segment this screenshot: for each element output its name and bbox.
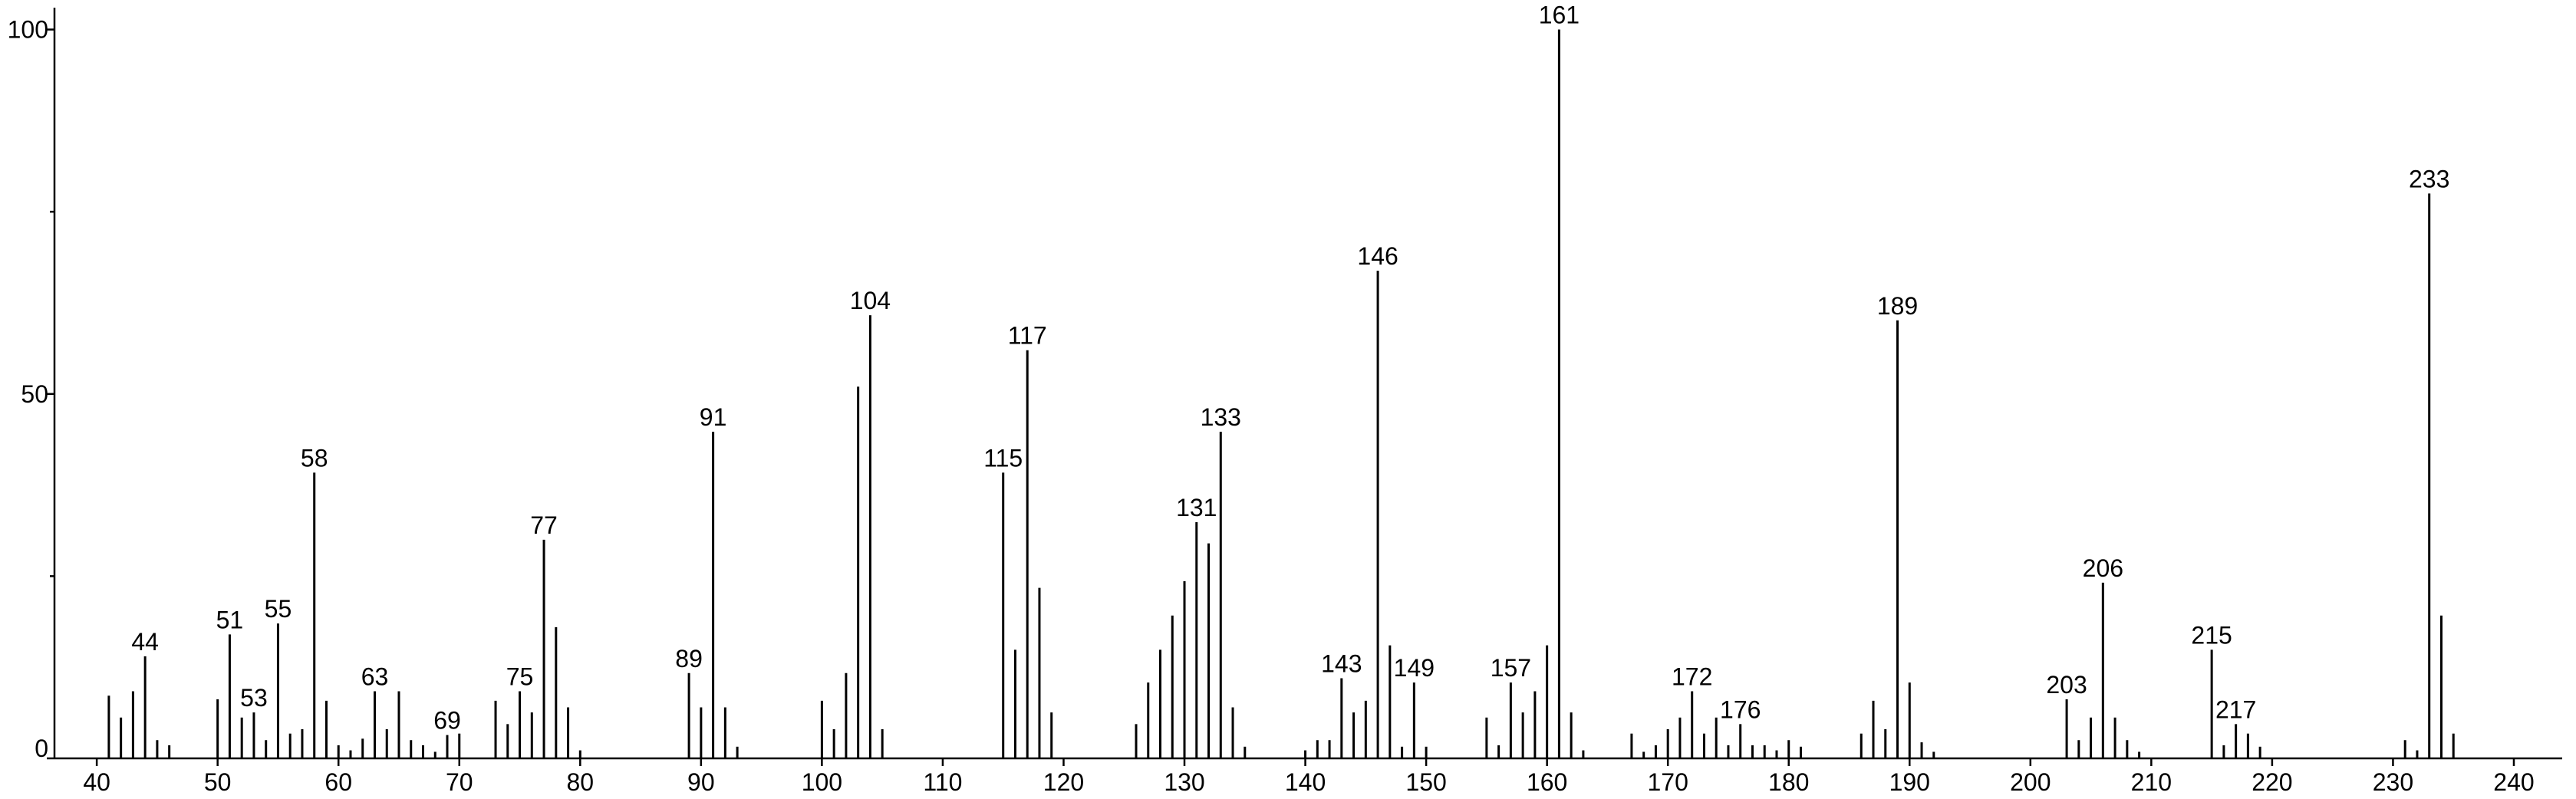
peak-label: 91 xyxy=(700,403,727,431)
x-tick-label: 180 xyxy=(1768,768,1809,796)
x-tick-label: 50 xyxy=(204,768,232,796)
peak-label: 203 xyxy=(2046,671,2087,699)
peak-label: 51 xyxy=(216,606,244,633)
peak-label: 69 xyxy=(433,707,461,735)
peak-label: 133 xyxy=(1201,403,1241,431)
peak-label: 131 xyxy=(1176,494,1217,521)
y-tick-label: 100 xyxy=(8,16,48,44)
y-tick-label: 50 xyxy=(21,380,48,408)
peak-label: 143 xyxy=(1321,649,1362,677)
x-tick-label: 210 xyxy=(2131,768,2172,796)
x-tick-label: 100 xyxy=(802,768,842,796)
peak-label: 206 xyxy=(2083,554,2123,582)
peak-label: 44 xyxy=(131,628,159,656)
peak-label: 149 xyxy=(1394,654,1435,682)
peak-label: 161 xyxy=(1539,2,1580,29)
x-tick-label: 60 xyxy=(324,768,352,796)
x-tick-label: 90 xyxy=(687,768,715,796)
x-tick-label: 220 xyxy=(2252,768,2292,796)
peak-label: 53 xyxy=(240,684,268,712)
x-tick-label: 230 xyxy=(2373,768,2413,796)
peak-label: 115 xyxy=(983,444,1023,472)
peak-label: 75 xyxy=(506,663,534,691)
x-tick-label: 80 xyxy=(567,768,595,796)
peak-label: 215 xyxy=(2191,621,2232,649)
x-tick-label: 190 xyxy=(1889,768,1930,796)
peak-label: 189 xyxy=(1877,292,1918,320)
x-tick-label: 140 xyxy=(1285,768,1326,796)
x-tick-label: 110 xyxy=(923,768,962,796)
x-tick-label: 130 xyxy=(1164,768,1204,796)
peak-label: 63 xyxy=(361,663,389,691)
x-tick-label: 120 xyxy=(1043,768,1084,796)
y-tick-label: 0 xyxy=(35,735,48,762)
peak-label: 58 xyxy=(301,444,328,472)
x-tick-label: 40 xyxy=(83,768,110,796)
x-tick-label: 170 xyxy=(1647,768,1688,796)
x-tick-label: 240 xyxy=(2493,768,2534,796)
peak-label: 217 xyxy=(2215,695,2256,723)
peak-label: 117 xyxy=(1008,322,1047,350)
x-tick-label: 160 xyxy=(1527,768,1567,796)
x-tick-label: 200 xyxy=(2010,768,2051,796)
peak-label: 157 xyxy=(1491,654,1531,682)
x-tick-label: 70 xyxy=(446,768,473,796)
peak-label: 176 xyxy=(1720,695,1761,723)
peak-label: 104 xyxy=(850,287,891,314)
peak-label: 89 xyxy=(675,645,703,672)
peak-label: 146 xyxy=(1357,242,1398,270)
peak-label: 233 xyxy=(2409,165,2449,192)
x-tick-label: 150 xyxy=(1405,768,1446,796)
peak-label: 55 xyxy=(265,595,292,623)
peak-label: 77 xyxy=(530,511,558,539)
peak-label: 172 xyxy=(1672,663,1712,691)
